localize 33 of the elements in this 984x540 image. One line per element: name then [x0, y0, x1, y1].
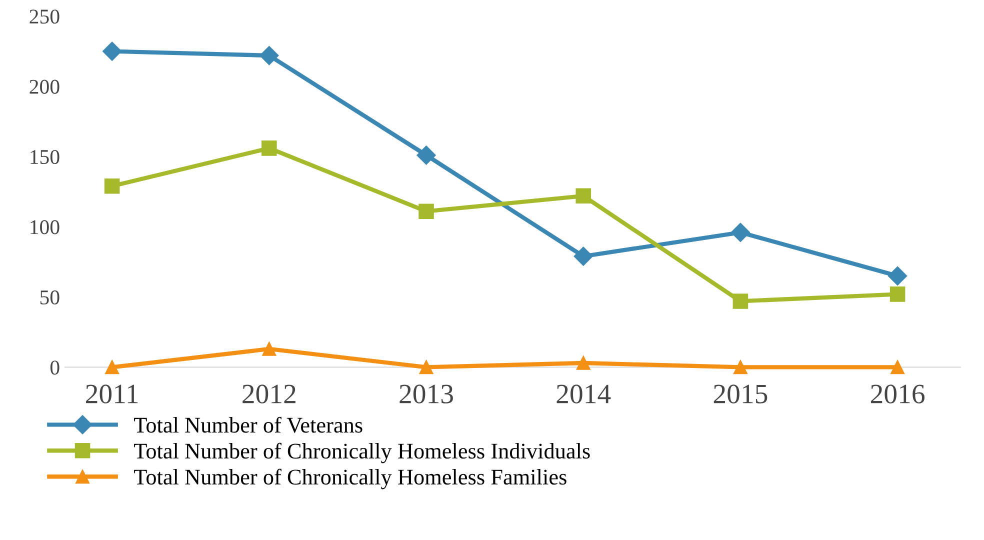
y-tick-label: 150 [30, 150, 60, 164]
point [104, 178, 120, 194]
legend-label: Total Number of Chronically Homeless Individuals [134, 442, 590, 464]
x-tick-label: 2015 [714, 384, 768, 404]
point [105, 360, 120, 374]
point [890, 286, 906, 302]
legend-label: Total Number of Veterans [134, 416, 362, 433]
point [416, 146, 436, 165]
y-tick-label: 250 [30, 10, 60, 24]
legend-label: Total Number of Chronically Homeless Families [134, 468, 566, 490]
point [574, 246, 593, 266]
y-tick-label: 200 [30, 80, 60, 94]
point [576, 356, 590, 370]
point [576, 188, 591, 204]
point [730, 222, 750, 242]
y-tick-label: 100 [30, 220, 60, 234]
x-tick-label: 2013 [400, 384, 453, 404]
x-tick-label: 2012 [242, 384, 296, 404]
point [732, 294, 748, 309]
point [419, 360, 434, 374]
point [262, 140, 277, 156]
point [102, 42, 122, 61]
y-tick-label: 0 [50, 360, 60, 375]
x-tick-label: 2011 [86, 384, 138, 404]
point [734, 360, 748, 374]
point [262, 342, 276, 356]
point [888, 266, 908, 286]
point [418, 204, 434, 219]
x-tick-label: 2014 [556, 384, 611, 404]
x-tick-label: 2016 [870, 384, 924, 404]
point [890, 360, 904, 374]
point [260, 46, 279, 66]
y-tick-label: 50 [40, 290, 60, 304]
